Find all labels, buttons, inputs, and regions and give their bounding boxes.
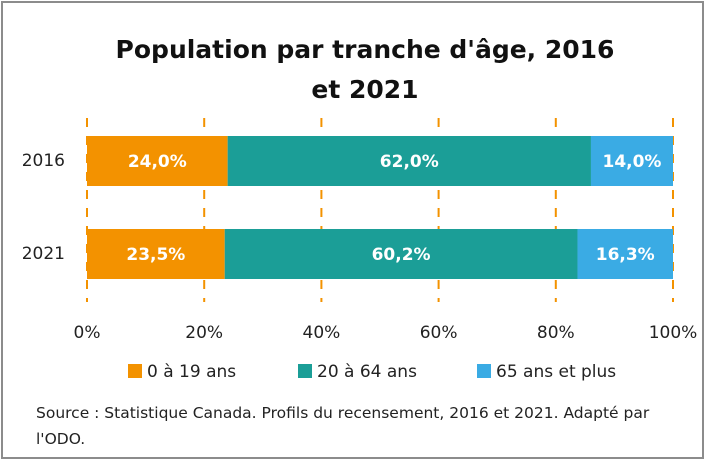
bar-segment: [87, 136, 228, 186]
x-tick-label: 0%: [74, 323, 101, 343]
x-tick-label: 100%: [649, 323, 698, 343]
data-label: 23,5%: [126, 245, 185, 265]
legend-swatch: [298, 364, 312, 378]
bar-segment: [590, 136, 673, 186]
bar-segment: [227, 136, 591, 186]
legend-label: 20 à 64 ans: [317, 362, 417, 382]
legend-swatch: [477, 364, 491, 378]
bar-segment: [577, 229, 673, 279]
x-tick-label: 20%: [185, 323, 223, 343]
source-note: Source : Statistique Canada. Profils du …: [36, 404, 650, 448]
data-label: 60,2%: [372, 245, 431, 265]
y-tick-label: 2016: [22, 151, 65, 171]
data-label: 16,3%: [596, 245, 655, 265]
data-label: 62,0%: [380, 152, 439, 172]
data-label: 24,0%: [128, 152, 187, 172]
y-tick-label: 2021: [22, 244, 65, 264]
legend-swatch: [128, 364, 142, 378]
x-tick-label: 80%: [537, 323, 575, 343]
legend-label: 65 ans et plus: [496, 362, 616, 382]
bar-segment: [87, 229, 225, 279]
bar-segment: [224, 229, 578, 279]
x-tick-label: 40%: [303, 323, 341, 343]
chart-title: Population par tranche d'âge, 2016 et 20…: [115, 35, 615, 104]
legend-label: 0 à 19 ans: [147, 362, 236, 382]
data-label: 14,0%: [602, 152, 661, 172]
x-tick-label: 60%: [420, 323, 458, 343]
